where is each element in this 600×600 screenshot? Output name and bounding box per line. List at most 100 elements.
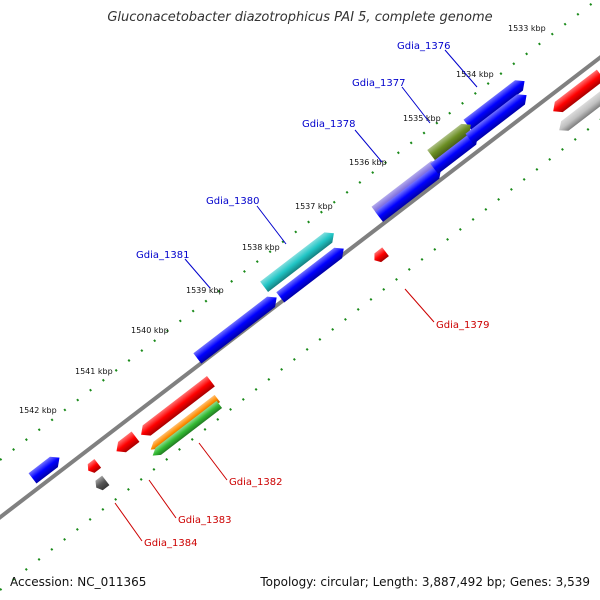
inner-dot-track (126, 487, 130, 491)
inner-dot-track (535, 167, 539, 171)
gene-label-gdia-1383: Gdia_1383 (178, 515, 231, 526)
inner-dot-track (407, 267, 411, 271)
outer-dot-track (140, 349, 144, 353)
inner-dot-track (446, 237, 449, 241)
outer-dot-track (12, 448, 16, 451)
inner-dot-track (573, 137, 577, 141)
inner-dot-track (178, 447, 181, 451)
outer-dot-track (204, 299, 208, 303)
outer-dot-track (461, 101, 464, 105)
gene-label-gdia-1384: Gdia_1384 (144, 538, 197, 549)
inner-dot-track (254, 387, 258, 391)
gene-label-gdia-1382-leader (198, 442, 228, 481)
gene-bar-gdia-1381b-shape (193, 296, 277, 364)
outer-dot-track (448, 111, 452, 115)
inner-dot-track (471, 217, 475, 221)
gene-bar-gdia-1381b (193, 296, 277, 364)
gene-label-gdia-1376: Gdia_1376 (397, 41, 450, 52)
outer-dot-track (435, 121, 439, 125)
inner-dot-track (114, 497, 118, 501)
gene-bar-gdia-1382-orange (150, 394, 221, 450)
outer-dot-track (576, 12, 580, 16)
outer-dot-track (512, 62, 516, 66)
gene-bar-gdia-1382-green (152, 400, 223, 456)
gene-bar-gdia-1378-shape (427, 123, 471, 161)
position-tick-label: 1534 kbp (456, 70, 494, 79)
inner-dot-track (497, 197, 501, 201)
gene-label-gdia-1380: Gdia_1380 (206, 196, 259, 207)
gene-bar-gdia-1382 (141, 376, 215, 436)
outer-dot-track (486, 82, 490, 85)
inner-dot-track (280, 367, 284, 371)
gene-bar-gdia-1383-shape (116, 431, 140, 453)
outer-dot-track (563, 22, 567, 26)
outer-dot-track (89, 388, 92, 392)
outer-dot-track (178, 319, 182, 323)
inner-dot-track (88, 517, 92, 521)
outer-dot-track (50, 418, 54, 422)
gene-bar-gdia-1378 (427, 123, 471, 161)
outer-dot-track (294, 230, 298, 234)
outer-dot-track (166, 329, 169, 333)
inner-dot-track (216, 417, 220, 421)
inner-dot-track (190, 437, 194, 441)
outer-dot-track (114, 368, 118, 372)
inner-dot-track (203, 427, 207, 431)
gene-bar-gdia-1381 (276, 247, 344, 303)
outer-dot-track (396, 151, 400, 155)
outer-dot-track (63, 408, 67, 412)
inner-dot-track (50, 547, 54, 551)
inner-dot-track (12, 577, 15, 581)
gene-label-gdia-1380-leader (256, 205, 287, 245)
gene-label-gdia-1384-leader (114, 502, 143, 542)
gene-label-gdia-1378: Gdia_1378 (302, 119, 355, 130)
outer-dot-track (24, 438, 28, 442)
gene-bar-small-red (87, 458, 102, 473)
gene-label-gdia-1382: Gdia_1382 (229, 477, 282, 488)
gene-label-gdia-1377: Gdia_1377 (352, 78, 405, 89)
gene-bar-edge-red (553, 69, 600, 113)
gene-bar-edge-red-shape (553, 69, 600, 113)
gene-bar-gdia-1383 (116, 431, 140, 453)
outer-dot-track (473, 91, 477, 95)
genome-title: Gluconacetobacter diazotrophicus PAI 5, … (107, 10, 493, 25)
gene-label-gdia-1379: Gdia_1379 (436, 320, 489, 331)
outer-dot-track (384, 161, 387, 165)
inner-dot-track (484, 207, 488, 211)
gene-bar-gdia-1378b (375, 168, 441, 222)
outer-dot-track (307, 220, 311, 224)
inner-dot-track (152, 467, 156, 471)
outer-dot-track (371, 171, 375, 175)
gene-label-gdia-1377-leader (401, 86, 431, 124)
outer-dot-track (345, 190, 349, 194)
gene-bar-gdia-1379 (374, 247, 389, 263)
outer-dot-track (550, 32, 554, 36)
gene-bar-gdia-1382-shape (141, 376, 215, 436)
inner-dot-track (229, 407, 232, 411)
position-tick-label: 1539 kbp (186, 286, 224, 295)
inner-dot-track (356, 307, 360, 311)
inner-dot-track (0, 587, 3, 591)
position-tick-label: 1541 kbp (75, 367, 113, 376)
position-tick-label: 1533 kbp (508, 24, 546, 33)
accession-text: Accession: NC_011365 (10, 575, 147, 589)
inner-dot-track (343, 317, 347, 321)
gene-bar-gdia-1382-green-shape (152, 400, 223, 456)
inner-dot-track (292, 357, 296, 361)
inner-dot-track (561, 147, 564, 151)
gene-bar-edge-grey-shape (559, 88, 600, 131)
outer-dot-track (191, 309, 195, 313)
gene-label-gdia-1381: Gdia_1381 (136, 250, 189, 261)
position-tick-label: 1542 kbp (19, 406, 57, 415)
topology-text: Topology: circular; Length: 3,887,492 bp… (260, 575, 590, 589)
position-tick-label: 1537 kbp (295, 202, 333, 211)
inner-dot-track (522, 177, 526, 181)
gene-bar-gdia-1384-shape (95, 475, 110, 491)
inner-dot-track (75, 527, 79, 531)
inner-dot-track (395, 277, 398, 281)
gene-bar-gdia-1376 (463, 80, 525, 131)
inner-dot-track (509, 187, 513, 191)
outer-dot-track (153, 339, 157, 343)
